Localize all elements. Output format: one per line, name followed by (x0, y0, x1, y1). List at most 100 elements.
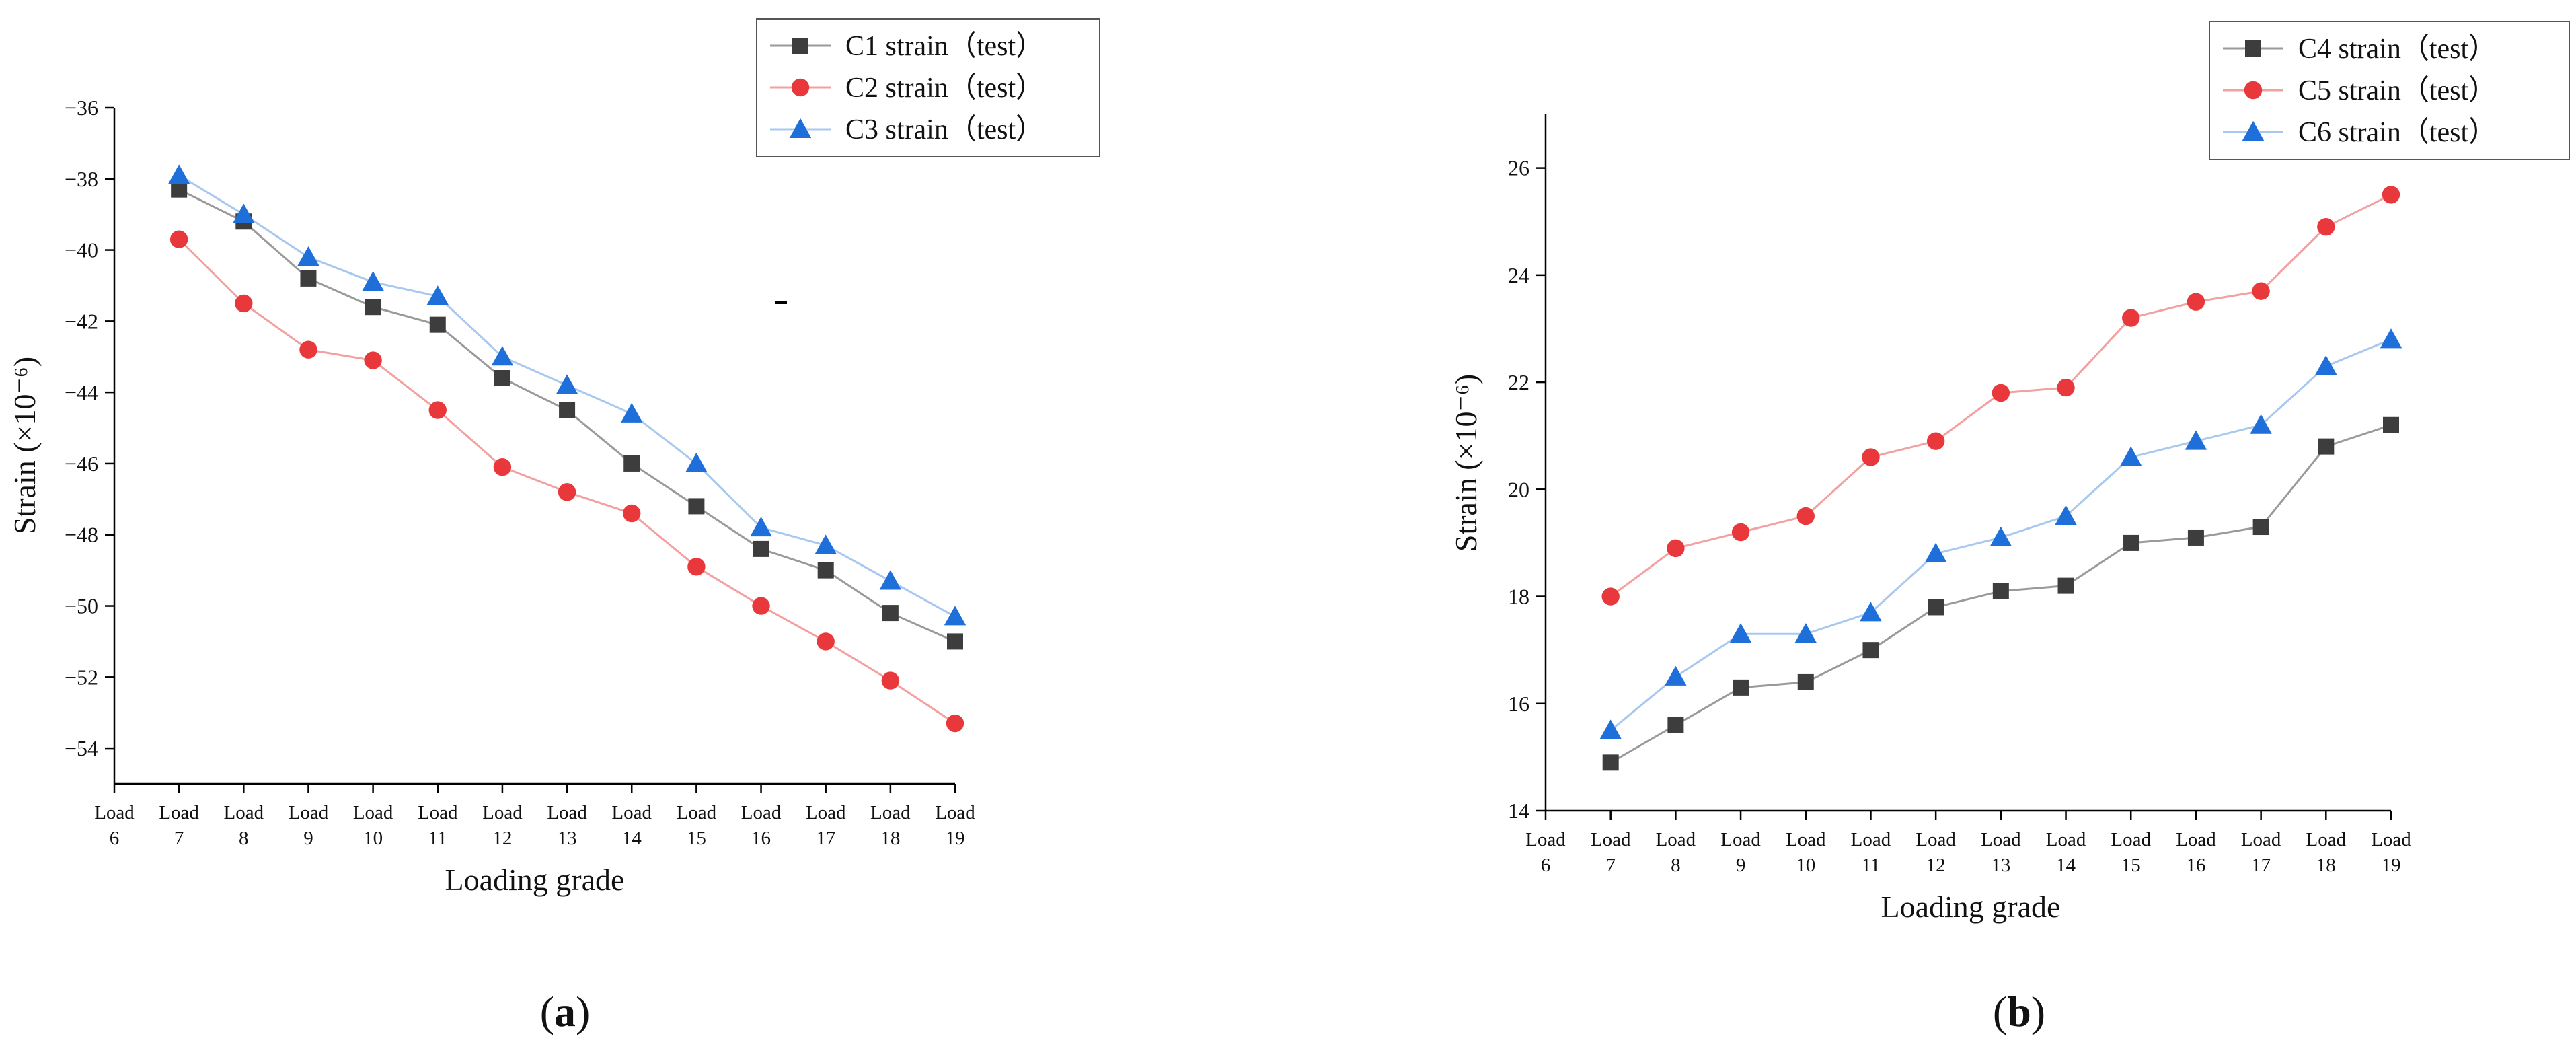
data-point-square (2245, 40, 2261, 57)
data-point-triangle (1599, 719, 1622, 739)
data-point-circle (2187, 293, 2205, 311)
x-tick-label: 15 (2121, 854, 2141, 876)
panel-label-letter: b (2007, 988, 2031, 1035)
data-point-circle (1862, 448, 1880, 466)
y-tick-label: −36 (65, 96, 98, 120)
data-point-triangle (362, 270, 384, 291)
y-tick-label: −44 (65, 380, 98, 404)
x-tick-label: Load (2046, 829, 2086, 850)
x-tick-label: Load (1656, 829, 1696, 850)
data-point-circle (946, 714, 964, 733)
data-point-triangle (621, 402, 643, 423)
x-tick-label: Load (224, 802, 264, 824)
data-point-triangle (685, 452, 708, 472)
x-tick-label: Load (159, 802, 199, 824)
x-tick-label: 16 (751, 828, 771, 849)
data-point-square (171, 181, 188, 198)
x-tick-label: 11 (1861, 854, 1880, 876)
data-point-circle (1796, 507, 1815, 525)
data-point-triangle (233, 203, 255, 223)
data-point-triangle (789, 118, 812, 138)
y-tick-label: 20 (1508, 477, 1529, 501)
x-tick-label: Load (806, 802, 846, 824)
x-axis-title: Loading grade (1881, 889, 2061, 924)
data-point-square (1602, 754, 1619, 771)
series-3 (1599, 328, 2402, 739)
panel-label: (b) (1993, 988, 2045, 1035)
series-line (178, 238, 956, 725)
x-tick-label: Load (2371, 829, 2411, 850)
x-tick-label: 18 (2316, 854, 2336, 876)
x-tick-label: 8 (1671, 854, 1681, 876)
legend-label: C4 strain（test） (2298, 34, 2497, 65)
data-point-circle (558, 483, 576, 501)
data-point-triangle (167, 164, 190, 184)
data-point-square (300, 270, 317, 287)
y-tick-label: −48 (65, 523, 98, 547)
x-tick-label: Load (741, 802, 782, 824)
y-tick-label: −38 (65, 167, 98, 191)
panel-label-close: ) (2031, 988, 2045, 1035)
x-tick-label: 14 (2056, 854, 2076, 876)
y-tick-label: −42 (65, 309, 98, 333)
series-2 (1601, 186, 2400, 606)
legend: C1 strain（test） C2 strain（test） C3 strain（… (756, 18, 1100, 157)
x-tick-label: Load (1525, 829, 1566, 850)
data-point-square (559, 402, 576, 418)
x-tick-label: Load (2306, 829, 2347, 850)
x-tick-label: 9 (303, 828, 313, 849)
x-tick-label: Load (677, 802, 717, 824)
x-tick-label: 13 (1991, 854, 2010, 876)
data-point-triangle (1794, 623, 1817, 643)
data-point-triangle (1990, 526, 2012, 546)
data-point-circle (1667, 539, 1685, 558)
data-point-circle (752, 597, 770, 615)
y-tick-label: 22 (1508, 370, 1529, 394)
data-point-square (623, 455, 640, 472)
data-point-triangle (2242, 120, 2265, 141)
data-point-square (688, 498, 705, 515)
legend-label: C1 strain（test） (845, 31, 1044, 62)
data-point-circle (2057, 378, 2075, 397)
data-point-triangle (815, 534, 837, 554)
x-tick-label: 7 (174, 828, 184, 849)
legend-label: C6 strain（test） (2298, 117, 2497, 148)
x-tick-label: Load (2176, 829, 2216, 850)
data-point-square (792, 38, 808, 54)
data-point-square (753, 540, 769, 557)
series-3 (167, 164, 967, 626)
data-point-triangle (1924, 542, 1947, 562)
data-point-circle (493, 458, 512, 476)
data-point-square (2383, 416, 2399, 433)
y-tick-label: −50 (65, 594, 98, 618)
data-point-circle (299, 340, 317, 359)
data-point-square (2252, 519, 2269, 536)
data-point-square (1862, 642, 1879, 659)
data-point-circle (817, 632, 835, 651)
data-point-circle (687, 558, 706, 576)
x-tick-label: 19 (946, 828, 965, 849)
x-tick-label: Load (2111, 829, 2151, 850)
x-tick-label: 9 (1736, 854, 1746, 876)
x-tick-label: 17 (2251, 854, 2271, 876)
x-tick-label: Load (289, 802, 329, 824)
data-point-triangle (750, 516, 772, 537)
x-tick-label: Load (935, 802, 975, 824)
data-point-circle (428, 401, 447, 419)
data-point-triangle (879, 570, 902, 590)
data-point-square (1667, 717, 1684, 733)
data-point-square (365, 299, 381, 316)
data-point-triangle (2185, 430, 2207, 450)
series-1 (171, 181, 963, 650)
data-point-square (494, 370, 510, 386)
y-tick-label: −46 (65, 451, 98, 476)
data-point-square (2318, 438, 2335, 455)
x-tick-label: 17 (816, 828, 835, 849)
x-tick-label: 10 (1796, 854, 1815, 876)
x-tick-label: Load (353, 802, 393, 824)
x-axis-title: Loading grade (445, 863, 625, 897)
panel-label-open: ( (1993, 988, 2007, 1035)
x-tick-label: 8 (239, 828, 249, 849)
panel-label-open: ( (540, 988, 554, 1035)
data-point-square (429, 316, 446, 333)
